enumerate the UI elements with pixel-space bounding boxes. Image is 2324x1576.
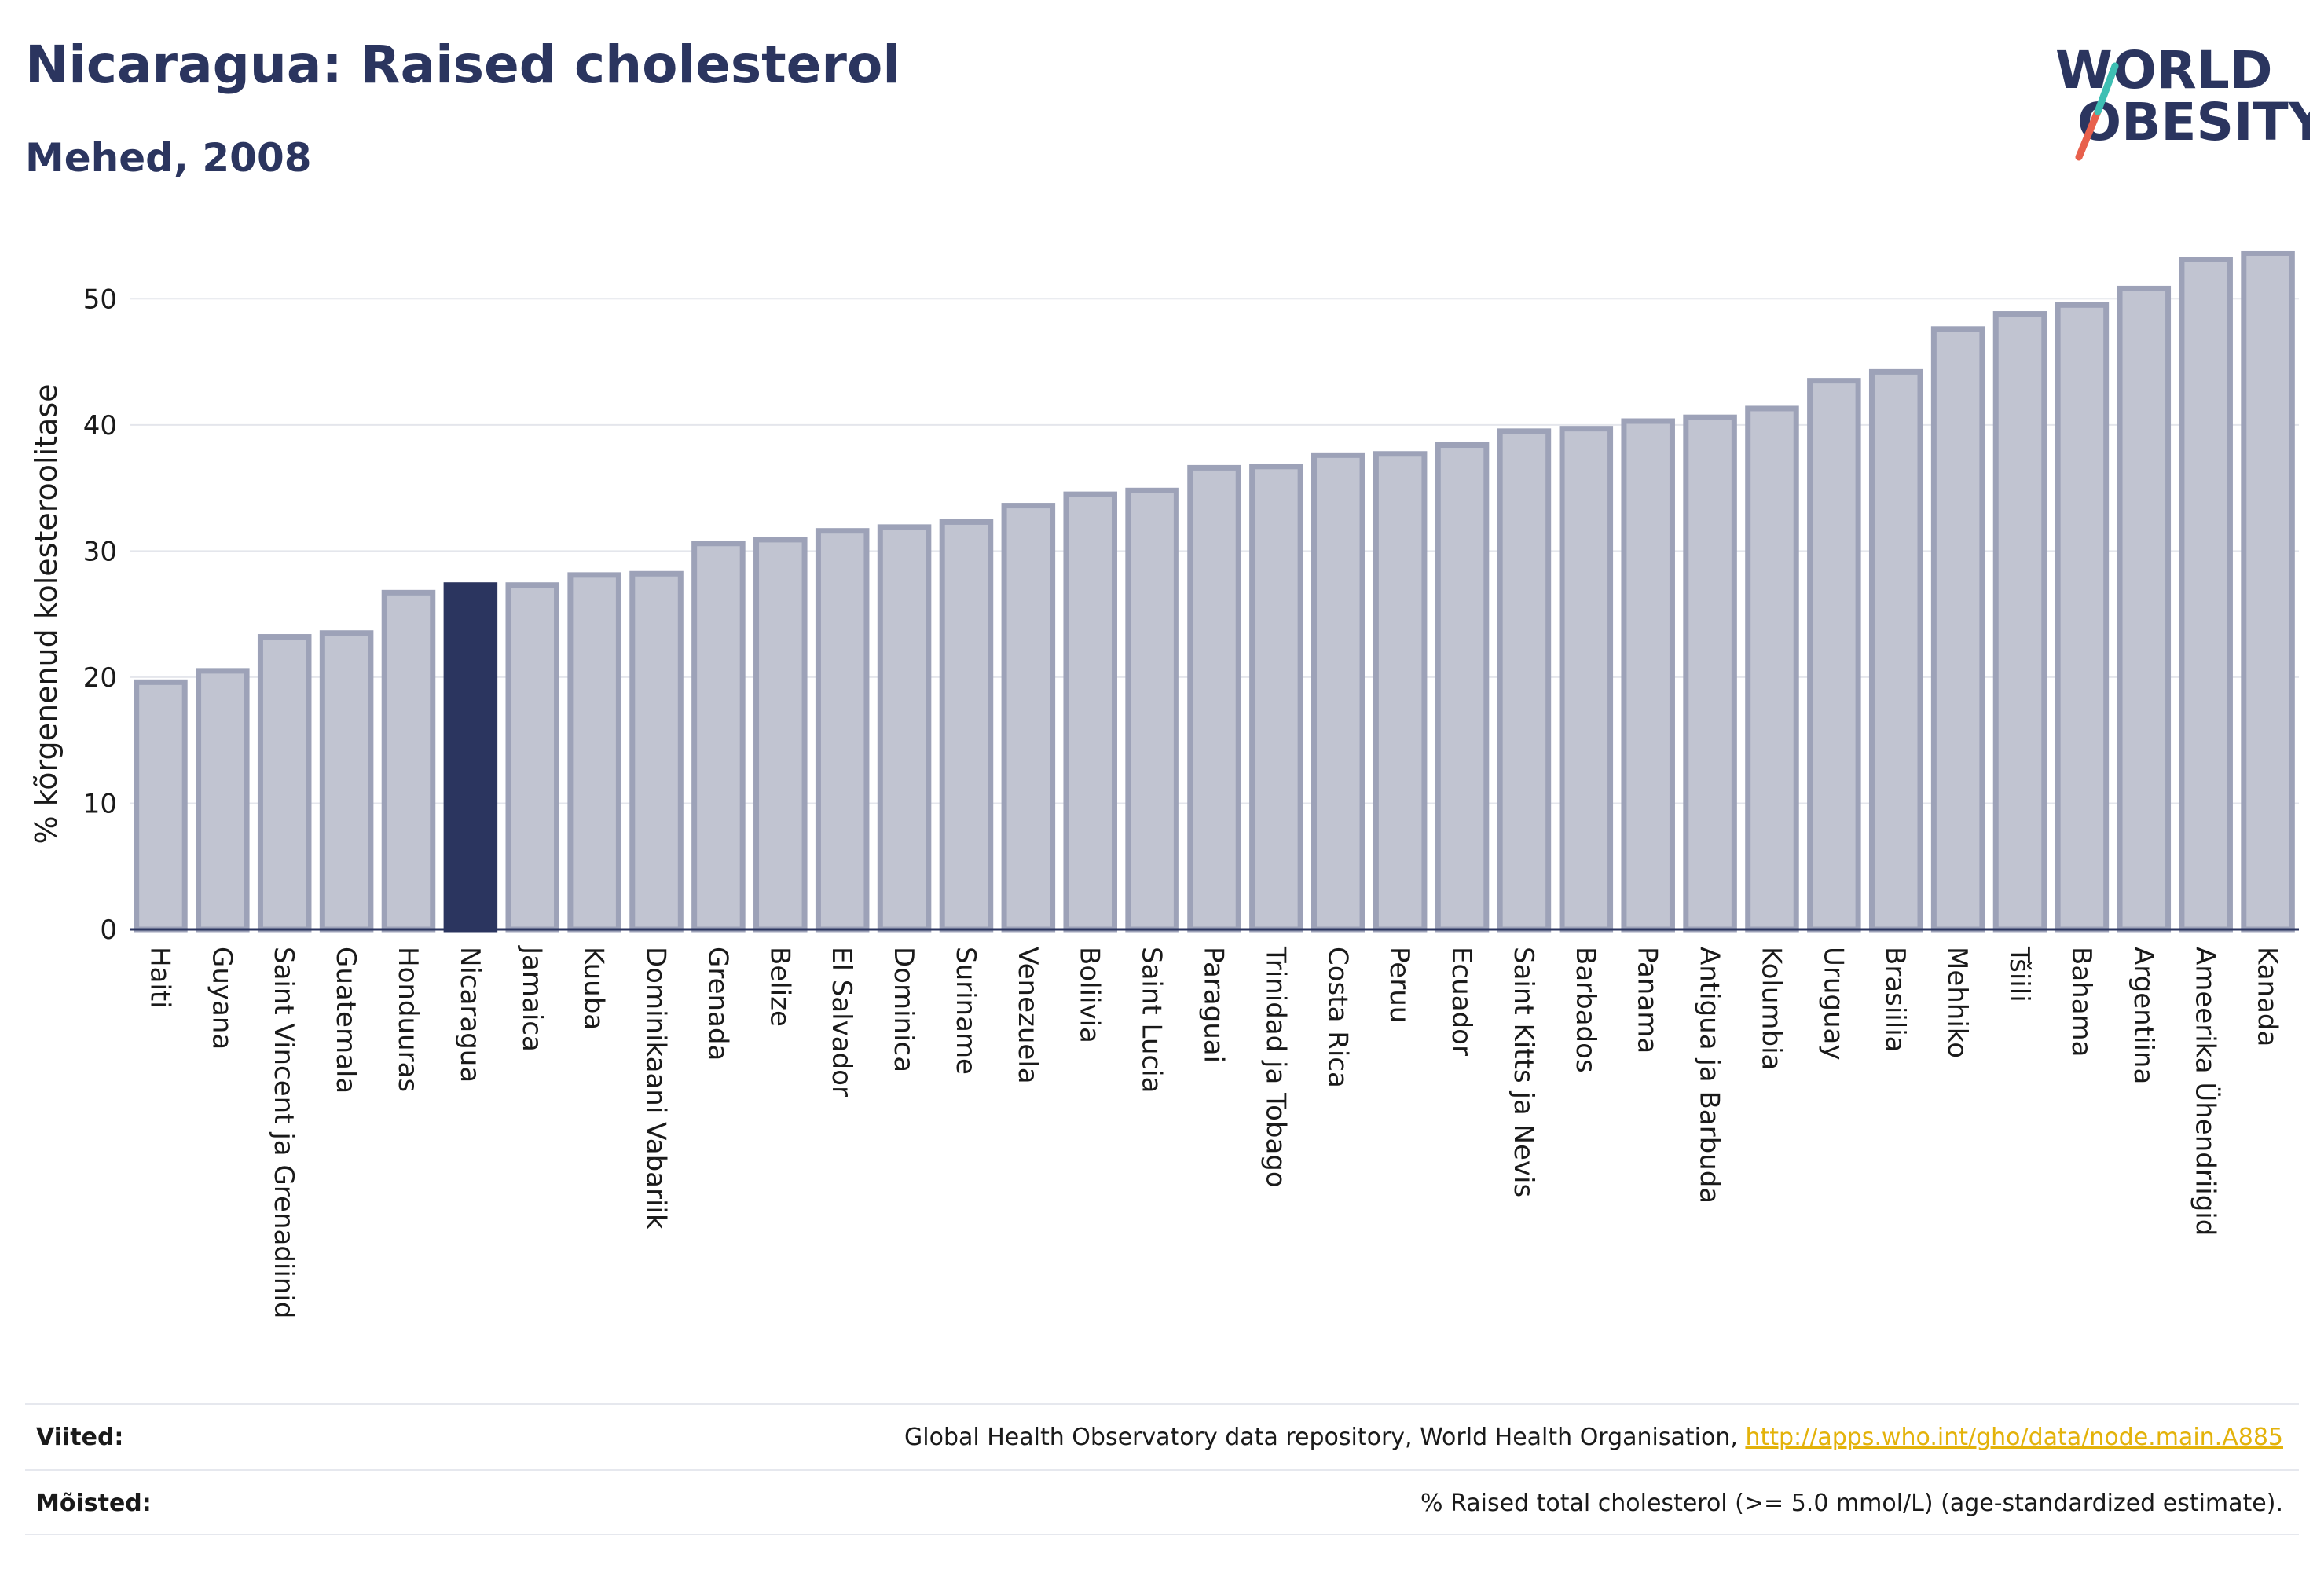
x-tick-label: Bahama — [2066, 947, 2097, 1057]
world-obesity-logo: WORLD OBESITY — [2055, 40, 2310, 161]
x-tick-label: Ameerika Ühendriigid — [2190, 947, 2222, 1236]
bar-ecuador — [1435, 442, 1490, 933]
bar-dominica — [877, 524, 932, 933]
x-tick-label: Honduuras — [392, 947, 423, 1092]
x-tick-label: Paraguai — [1198, 947, 1230, 1063]
x-tick-label: Argentiina — [2128, 947, 2159, 1084]
bar-guyana — [196, 668, 250, 933]
definitions-label: Mõisted: — [36, 1490, 152, 1517]
bar-boliivia — [1063, 491, 1117, 933]
references-text: Global Health Observatory data repositor… — [904, 1424, 1746, 1451]
x-tick-label: Trinidad ja Tobago — [1259, 946, 1291, 1188]
bar-saint-lucia — [1125, 487, 1179, 933]
x-tick-label: El Salvador — [826, 947, 857, 1097]
y-axis-ticks: 0 10 20 30 40 50 — [83, 284, 117, 946]
y-tick-label: 10 — [83, 788, 117, 819]
x-tick-label: Peruu — [1384, 947, 1415, 1023]
x-tick-label: Belize — [764, 947, 795, 1027]
bar-grenada — [691, 541, 746, 933]
x-tick-label: Saint Lucia — [1136, 947, 1167, 1093]
x-tick-label: Panama — [1632, 947, 1663, 1054]
x-tick-label: Saint Vincent ja Grenadiinid — [268, 947, 299, 1318]
references-link[interactable]: http://apps.who.int/gho/data/node.main.A… — [1745, 1424, 2283, 1451]
page-subtitle: Mehed, 2008 — [25, 135, 312, 181]
bar-venezuela — [1001, 503, 1056, 933]
y-tick-label: 40 — [83, 410, 117, 442]
references-label: Viited: — [36, 1424, 124, 1451]
x-tick-label: Suriname — [950, 947, 981, 1075]
bar-chart: 0 10 20 30 40 50 Haiti Guyana Saint Vincent ja … — [29, 250, 2299, 1318]
bar-guatemala — [319, 630, 374, 933]
logo-slash-teal — [2094, 62, 2119, 115]
logo-line-2: OBESITY — [2077, 92, 2310, 152]
bar-mehhiko — [1930, 326, 1985, 933]
bar-saint-vincent-ja-grenadiinid — [257, 634, 312, 933]
bar-bahama — [2055, 302, 2110, 933]
bars — [134, 250, 2295, 933]
page-title: Nicaragua: Raised cholesterol — [25, 35, 900, 95]
x-tick-label: Mehhiko — [1941, 947, 1973, 1058]
x-tick-label: Uruguay — [1817, 947, 1849, 1061]
x-tick-label: Brasiilia — [1879, 947, 1911, 1052]
x-tick-label: Haiti — [144, 947, 175, 1009]
x-tick-label: Dominikaani Vabariik — [640, 947, 672, 1230]
references-value: Global Health Observatory data repositor… — [904, 1424, 2283, 1451]
bar-panama — [1621, 418, 1675, 933]
bar-dominikaani-vabariik — [629, 570, 684, 933]
footer-divider-middle — [25, 1469, 2299, 1471]
x-tick-label: Boliivia — [1074, 947, 1105, 1043]
bar-costa-rica — [1311, 452, 1365, 933]
bar-kanada — [2241, 250, 2295, 933]
bar-honduuras — [381, 589, 436, 933]
bar-belize — [753, 537, 808, 933]
x-tick-label: Dominica — [888, 947, 919, 1072]
bar-ameerika-hendriigid — [2179, 257, 2233, 933]
x-tick-label: Tšiili — [2003, 946, 2035, 1002]
x-tick-label: Costa Rica — [1321, 947, 1353, 1088]
bar-nicaragua — [443, 582, 498, 933]
y-tick-label: 30 — [83, 536, 117, 567]
bar-saint-kitts-ja-nevis — [1497, 428, 1552, 933]
bar-argentiina — [2117, 285, 2172, 933]
bar-antigua-ja-barbuda — [1683, 414, 1737, 933]
footer-divider-bottom — [25, 1534, 2299, 1535]
x-tick-label: Grenada — [702, 947, 733, 1061]
bar-kuuba — [567, 572, 621, 933]
x-tick-label: Antigua ja Barbuda — [1694, 947, 1725, 1204]
logo-line-1: WORLD — [2055, 40, 2273, 101]
x-tick-label: Venezuela — [1012, 947, 1043, 1084]
y-tick-label: 20 — [83, 662, 117, 694]
bar-paraguai — [1187, 464, 1241, 933]
footer-divider-top — [25, 1403, 2299, 1405]
x-tick-label: Saint Kitts ja Nevis — [1508, 947, 1539, 1197]
bar-uruguay — [1807, 378, 1861, 933]
y-tick-label: 50 — [83, 284, 117, 315]
x-tick-label: Jamaica — [516, 945, 548, 1052]
x-tick-label: Nicaragua — [454, 947, 486, 1083]
bar-trinidad-ja-tobago — [1249, 464, 1303, 933]
x-tick-label: Guyana — [206, 947, 237, 1050]
bar-brasiilia — [1868, 368, 1923, 933]
y-axis-label: % kõrgenenud kolesteroolitase — [29, 383, 64, 844]
definitions-text: % Raised total cholesterol (>= 5.0 mmol/… — [1420, 1490, 2283, 1517]
x-tick-label: Guatemala — [330, 947, 361, 1094]
x-axis-ticks: Haiti Guyana Saint Vincent ja Grenadiinid G… — [144, 945, 2282, 1318]
x-tick-label: Kolumbia — [1755, 947, 1787, 1070]
bar-kolumbia — [1745, 405, 1799, 933]
bar-barbados — [1559, 426, 1614, 933]
y-tick-label: 0 — [100, 914, 117, 946]
x-tick-label: Ecuador — [1446, 947, 1477, 1056]
x-tick-label: Barbados — [1570, 947, 1601, 1073]
bar-suriname — [939, 519, 994, 933]
logo-slash-red — [2075, 108, 2102, 161]
bar-t-iili — [1992, 311, 2047, 933]
x-tick-label: Kuuba — [578, 947, 610, 1030]
bar-peruu — [1373, 451, 1428, 933]
bar-el-salvador — [815, 528, 870, 933]
x-tick-label: Kanada — [2252, 947, 2283, 1046]
bar-jamaica — [505, 582, 560, 933]
bar-haiti — [134, 679, 188, 933]
